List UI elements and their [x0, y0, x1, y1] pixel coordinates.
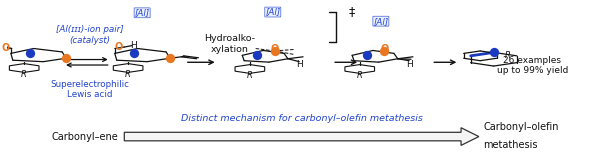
Polygon shape	[125, 128, 479, 145]
Text: O: O	[270, 44, 279, 55]
Text: metathesis: metathesis	[483, 140, 538, 150]
Text: H: H	[406, 60, 412, 69]
Text: R: R	[21, 70, 27, 79]
Text: Carbonyl–olefin: Carbonyl–olefin	[483, 122, 559, 132]
Text: Distinct mechanism for carbonyl–olefin metathesis: Distinct mechanism for carbonyl–olefin m…	[181, 114, 423, 123]
Text: O: O	[114, 42, 123, 52]
Point	[362, 54, 372, 57]
Point	[380, 50, 389, 52]
Text: ‡: ‡	[348, 5, 355, 18]
Text: H: H	[296, 60, 303, 69]
Text: [Al]: [Al]	[135, 8, 150, 17]
Text: [Al]: [Al]	[265, 8, 281, 17]
Point	[129, 52, 138, 55]
Text: R: R	[125, 70, 131, 79]
Point	[25, 52, 35, 55]
Text: H: H	[131, 41, 137, 50]
Point	[253, 54, 262, 57]
Point	[61, 57, 71, 60]
Text: R: R	[357, 71, 362, 80]
Point	[270, 50, 279, 52]
Text: Carbonyl–ene: Carbonyl–ene	[51, 132, 118, 142]
Point	[489, 51, 498, 54]
Point	[165, 57, 175, 60]
Text: R: R	[505, 51, 510, 60]
Text: [Al]: [Al]	[373, 17, 388, 26]
Text: O: O	[1, 42, 9, 53]
Text: Superelectrophilic
Lewis acid: Superelectrophilic Lewis acid	[51, 80, 129, 99]
Text: Hydroalko-
xylation: Hydroalko- xylation	[204, 34, 255, 54]
Text: 26 examples
up to 99% yield: 26 examples up to 99% yield	[497, 56, 568, 75]
Text: O: O	[380, 44, 388, 55]
Text: [Al(ɪɪɪ)-ion pair]
(catalyst): [Al(ɪɪɪ)-ion pair] (catalyst)	[56, 25, 123, 45]
Text: R: R	[247, 71, 253, 80]
